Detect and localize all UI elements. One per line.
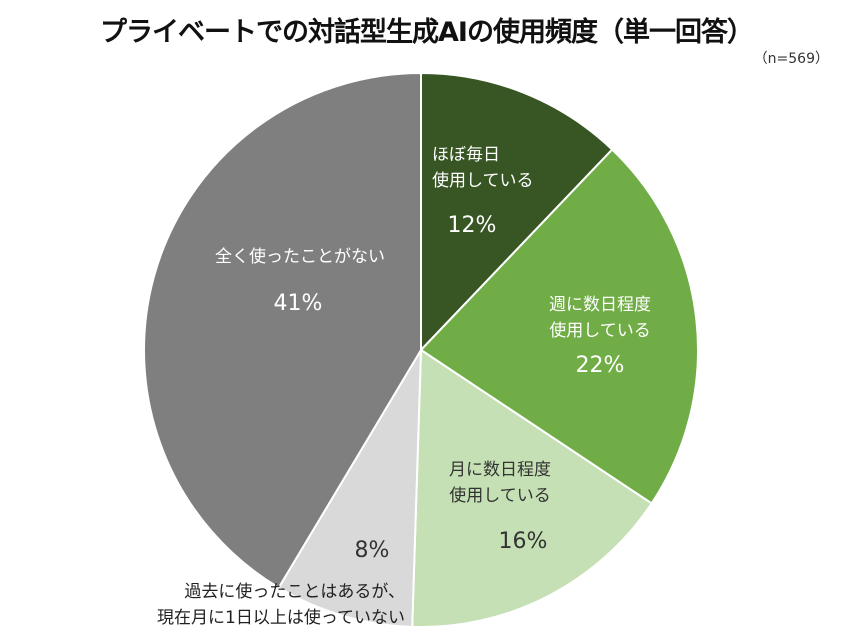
slice-label-4: 現在月に1日以上は使っていない <box>157 607 405 628</box>
sample-size-note: （n=569） <box>753 51 829 67</box>
slice-label-4: 過去に使ったことはあるが、 <box>184 581 405 602</box>
slice-value-label-5: 41% <box>274 291 323 316</box>
slice-value-label-3: 16% <box>499 529 548 554</box>
pie-slice-1 <box>420 71 614 353</box>
pie-slice-4 <box>277 346 423 628</box>
slice-label-2: 使用している <box>549 320 651 341</box>
slice-value-label-2: 22% <box>576 353 625 378</box>
slice-label-3: 使用している <box>449 485 551 506</box>
pie-slice-5 <box>143 71 422 590</box>
chart-title: プライベートでの対話型生成AIの使用頻度（単一回答） <box>100 17 754 48</box>
slice-label-1: ほぼ毎日 <box>432 145 500 165</box>
slice-label-5: 全く使ったことがない <box>215 246 385 267</box>
pie-slice-3 <box>411 348 654 628</box>
slice-label-3: 月に数日程度 <box>449 460 551 480</box>
slice-label-1: 使用している <box>432 170 534 191</box>
pie-slice-2 <box>419 148 699 505</box>
slice-value-label-4: 8% <box>355 538 390 563</box>
slice-label-2: 週に数日程度 <box>549 295 651 315</box>
slice-value-label-1: 12% <box>448 213 497 238</box>
